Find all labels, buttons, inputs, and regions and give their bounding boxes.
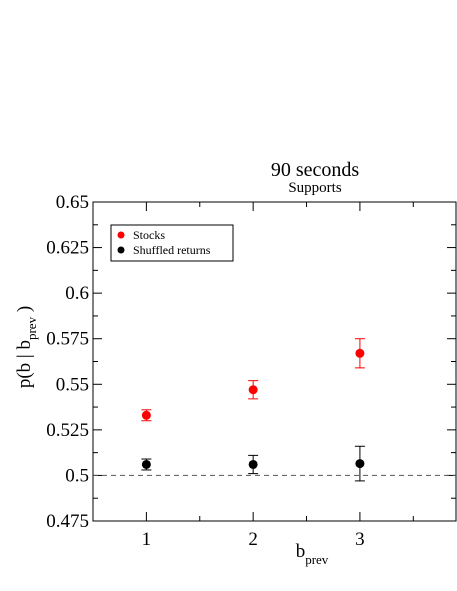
y-axis-label-main: p(b | b bbox=[14, 340, 35, 388]
y-tick-label-5: 0.6 bbox=[65, 283, 89, 304]
y-axis-label-sub: prev bbox=[24, 316, 39, 340]
x-axis-label: bprev bbox=[296, 541, 329, 567]
legend-marker-stocks bbox=[117, 231, 125, 239]
legend: Stocks Shuffled returns bbox=[110, 224, 234, 262]
point-0-0 bbox=[141, 410, 151, 420]
y-tick-label-1: 0.5 bbox=[65, 465, 89, 486]
x-axis-label-main: b bbox=[296, 541, 306, 562]
point-0-2 bbox=[355, 348, 365, 358]
y-axis-label-close: ) bbox=[14, 306, 35, 317]
y-tick-label-7: 0.65 bbox=[56, 192, 89, 213]
y-axis-ticks: 0.475 0.5 0.525 0.55 0.575 0.6 0.625 0.65 bbox=[46, 192, 456, 532]
x-axis-ticks: 1 2 3 bbox=[142, 202, 414, 550]
point-0-1 bbox=[248, 385, 258, 395]
x-tick-label-0: 1 bbox=[142, 529, 152, 550]
legend-box bbox=[110, 224, 234, 262]
y-axis-label: p(b | bprev ) bbox=[14, 306, 39, 388]
y-tick-label-6: 0.625 bbox=[46, 238, 89, 259]
legend-marker-shuffled bbox=[117, 246, 125, 254]
y-tick-label-0: 0.475 bbox=[46, 511, 89, 532]
series-layer bbox=[141, 338, 365, 482]
x-tick-label-2: 3 bbox=[355, 529, 365, 550]
x-axis-label-sub: prev bbox=[305, 552, 329, 567]
y-tick-label-3: 0.55 bbox=[56, 374, 89, 395]
y-tick-label-2: 0.525 bbox=[46, 420, 89, 441]
y-tick-label-4: 0.575 bbox=[46, 329, 89, 350]
point-1-0 bbox=[141, 459, 151, 469]
chart-title: 90 seconds bbox=[271, 159, 360, 181]
point-1-2 bbox=[355, 459, 365, 469]
legend-label-shuffled: Shuffled returns bbox=[133, 243, 211, 257]
point-1-1 bbox=[248, 459, 258, 469]
x-tick-label-1: 2 bbox=[248, 529, 258, 550]
legend-label-stocks: Stocks bbox=[133, 228, 165, 242]
chart-subtitle: Supports bbox=[288, 180, 342, 196]
